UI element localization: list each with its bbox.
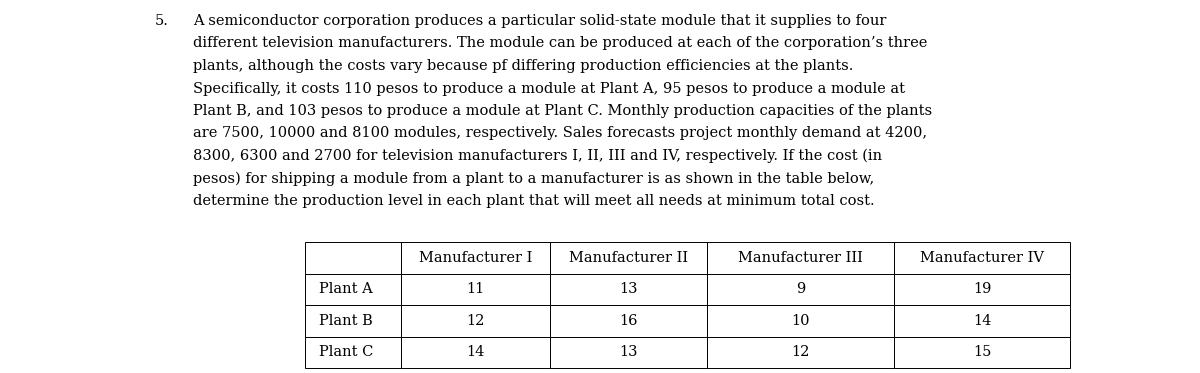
Bar bbox=[894, 273, 1070, 305]
Text: Plant B, and 103 pesos to produce a module at Plant C. Monthly production capaci: Plant B, and 103 pesos to produce a modu… bbox=[193, 104, 932, 118]
Bar bbox=[550, 305, 707, 336]
Bar bbox=[305, 336, 401, 368]
Text: plants, although the costs vary because pf differing production efficiencies at : plants, although the costs vary because … bbox=[193, 59, 853, 73]
Bar bbox=[550, 336, 707, 368]
Text: 13: 13 bbox=[619, 282, 637, 296]
Bar bbox=[894, 305, 1070, 336]
Text: Plant B: Plant B bbox=[319, 314, 373, 328]
Text: Specifically, it costs 110 pesos to produce a module at Plant A, 95 pesos to pro: Specifically, it costs 110 pesos to prod… bbox=[193, 81, 905, 95]
Bar bbox=[401, 242, 550, 273]
Bar bbox=[305, 273, 401, 305]
Bar bbox=[894, 336, 1070, 368]
Text: 10: 10 bbox=[791, 314, 810, 328]
Bar bbox=[550, 242, 707, 273]
Text: 19: 19 bbox=[973, 282, 991, 296]
Text: 14: 14 bbox=[466, 345, 485, 359]
Bar bbox=[707, 305, 894, 336]
Bar bbox=[401, 336, 550, 368]
Text: 9: 9 bbox=[796, 282, 805, 296]
Text: determine the production level in each plant that will meet all needs at minimum: determine the production level in each p… bbox=[193, 194, 875, 208]
Text: Manufacturer III: Manufacturer III bbox=[738, 251, 863, 265]
Text: 8300, 6300 and 2700 for television manufacturers I, II, III and IV, respectively: 8300, 6300 and 2700 for television manuf… bbox=[193, 149, 882, 163]
Bar bbox=[401, 273, 550, 305]
Text: 16: 16 bbox=[619, 314, 637, 328]
Text: pesos) for shipping a module from a plant to a manufacturer is as shown in the t: pesos) for shipping a module from a plan… bbox=[193, 172, 875, 186]
Bar bbox=[707, 336, 894, 368]
Text: Plant C: Plant C bbox=[319, 345, 373, 359]
Text: are 7500, 10000 and 8100 modules, respectively. Sales forecasts project monthly : are 7500, 10000 and 8100 modules, respec… bbox=[193, 126, 928, 141]
Text: Manufacturer II: Manufacturer II bbox=[569, 251, 688, 265]
Text: different television manufacturers. The module can be produced at each of the co: different television manufacturers. The … bbox=[193, 37, 928, 50]
Text: 12: 12 bbox=[466, 314, 485, 328]
Text: 13: 13 bbox=[619, 345, 637, 359]
Text: Plant A: Plant A bbox=[319, 282, 373, 296]
Bar bbox=[401, 305, 550, 336]
Text: Manufacturer IV: Manufacturer IV bbox=[920, 251, 1044, 265]
Bar bbox=[305, 305, 401, 336]
Text: 15: 15 bbox=[973, 345, 991, 359]
Text: A semiconductor corporation produces a particular solid-state module that it sup: A semiconductor corporation produces a p… bbox=[193, 14, 887, 28]
Bar bbox=[305, 242, 401, 273]
Text: 14: 14 bbox=[973, 314, 991, 328]
Text: 5.: 5. bbox=[155, 14, 169, 28]
Bar bbox=[894, 242, 1070, 273]
Bar bbox=[550, 273, 707, 305]
Text: 11: 11 bbox=[466, 282, 485, 296]
Bar bbox=[707, 242, 894, 273]
Text: Manufacturer I: Manufacturer I bbox=[419, 251, 532, 265]
Text: 12: 12 bbox=[791, 345, 810, 359]
Bar bbox=[707, 273, 894, 305]
